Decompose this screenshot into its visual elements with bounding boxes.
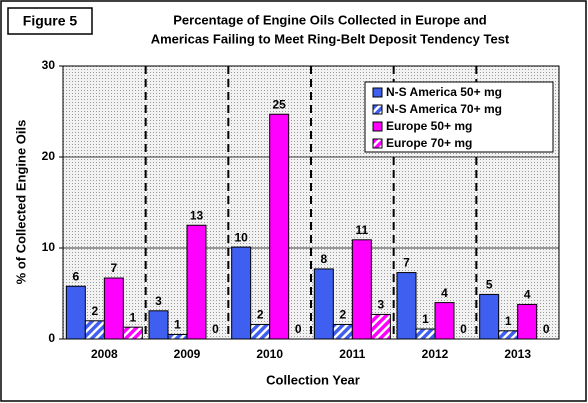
- data-label: 4: [441, 286, 448, 300]
- data-label: 0: [460, 322, 467, 336]
- legend-swatch: [372, 104, 383, 115]
- data-label: 25: [272, 97, 286, 111]
- chart-title: Percentage of Engine Oils Collected in E…: [173, 12, 487, 27]
- x-tick-label: 2011: [339, 347, 365, 361]
- data-label: 0: [212, 322, 219, 336]
- x-tick-label: 2012: [422, 347, 449, 361]
- data-label: 0: [295, 322, 302, 336]
- legend-label: Europe 70+ mg: [386, 136, 472, 150]
- y-axis-title: % of Collected Engine Oils: [13, 120, 28, 285]
- bar: [186, 224, 207, 340]
- legend-label: Europe 50+ mg: [386, 119, 472, 133]
- bar: [122, 326, 143, 340]
- data-label: 2: [91, 304, 98, 318]
- legend-label: N-S America 70+ mg: [386, 102, 502, 116]
- legend-swatch: [372, 121, 383, 132]
- legend-swatch: [372, 138, 383, 149]
- legend-label: N-S America 50+ mg: [386, 85, 502, 99]
- figure-label: Figure 5: [23, 13, 78, 29]
- bar: [84, 320, 105, 340]
- data-label: 2: [339, 308, 346, 322]
- x-tick-label: 2009: [174, 347, 201, 361]
- bar: [332, 323, 353, 340]
- bar: [167, 333, 188, 340]
- y-tick-label: 30: [42, 58, 56, 72]
- legend-swatch: [372, 87, 383, 98]
- bar: [269, 113, 290, 340]
- bar: [313, 268, 334, 340]
- data-label: 1: [422, 312, 429, 326]
- bar: [351, 239, 372, 340]
- data-label: 13: [190, 208, 204, 222]
- x-tick-label: 2013: [504, 347, 531, 361]
- bar: [434, 302, 455, 340]
- x-tick-label: 2008: [91, 347, 118, 361]
- data-label: 3: [155, 294, 162, 308]
- y-tick-label: 20: [42, 149, 56, 163]
- x-tick-label: 2010: [256, 347, 283, 361]
- data-label: 4: [524, 288, 531, 302]
- legend-box: [364, 81, 554, 153]
- data-label: 7: [403, 256, 410, 270]
- bar: [396, 272, 417, 340]
- data-label: 0: [543, 322, 550, 336]
- data-label: 1: [505, 314, 512, 328]
- chart-title: Americas Failing to Meet Ring-Belt Depos…: [151, 31, 510, 46]
- y-tick-label: 0: [48, 331, 55, 345]
- data-label: 2: [257, 308, 264, 322]
- data-label: 7: [110, 261, 117, 275]
- data-label: 10: [234, 230, 248, 244]
- bar: [250, 323, 271, 340]
- data-label: 8: [320, 252, 327, 266]
- data-label: 11: [355, 223, 368, 237]
- data-label: 5: [486, 278, 493, 292]
- data-label: 1: [129, 310, 136, 324]
- bar: [231, 246, 252, 340]
- y-tick-label: 10: [42, 240, 56, 254]
- data-label: 1: [174, 318, 181, 332]
- bar: [103, 277, 124, 340]
- bar: [65, 285, 86, 340]
- data-label: 6: [72, 269, 79, 283]
- bar: [498, 330, 519, 340]
- bar: [479, 293, 500, 340]
- bar: [148, 310, 169, 340]
- bar: [415, 328, 436, 340]
- x-axis-title: Collection Year: [266, 372, 360, 387]
- data-label: 3: [377, 298, 384, 312]
- bar: [517, 303, 538, 340]
- bar: [370, 313, 391, 340]
- figure-box: [7, 7, 93, 35]
